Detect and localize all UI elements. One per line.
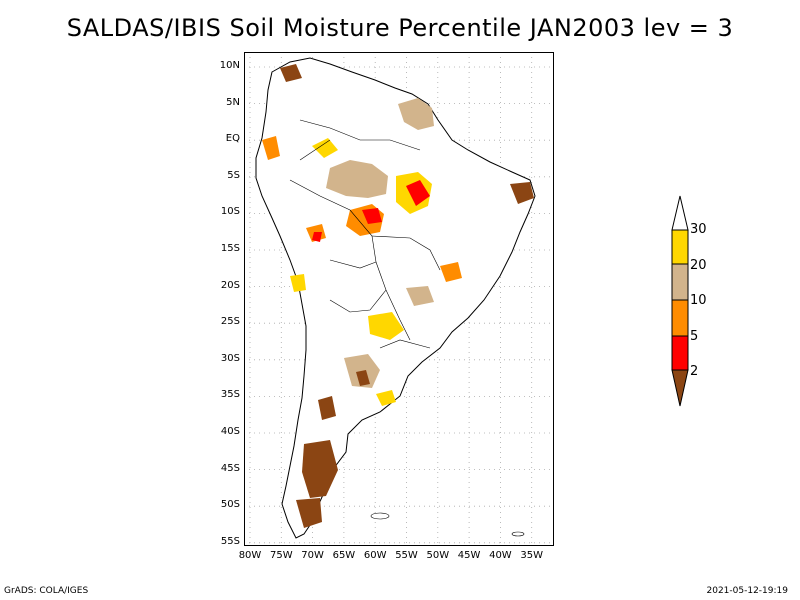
continent [255,57,536,539]
lat-tick-label: 20S [220,279,240,291]
lon-tick-label: 60W [363,550,387,561]
lat-tick-label: 10S [220,206,240,218]
colorbar-20-30 [671,229,689,265]
lat-tick-label: 10N [219,60,240,71]
patch-north-yellow [312,138,338,158]
lon-tick-label: 35W [520,550,543,561]
lon-tick-label: 50W [426,550,450,561]
patch-parana-yellow [368,312,404,340]
lat-tick-label: 45S [220,462,240,474]
patch-central-red [406,180,430,206]
patch-amazon-tan [326,160,388,198]
patch-guiana-tan [398,98,434,130]
lon-tick-label: 70W [301,550,324,561]
lat-tick-label: 25S [220,316,240,328]
patch-patagonia-brown-3 [296,498,322,528]
lat-tick-label: 30S [220,352,240,364]
patch-peru-red [312,232,322,242]
patch-uruguay-yellow [376,390,396,406]
footer-timestamp: 2021-05-12-19:19 [706,586,789,596]
patch-andes-yellow [290,274,306,292]
lon-tick-label: 80W [238,550,262,561]
footer-credit: GrADS: COLA/IGES [4,586,89,596]
lon-tick-label: 40W [489,550,512,561]
lat-tick-label: 55S [220,535,240,547]
islands [370,512,525,537]
lat-tick-label: 35S [220,389,240,401]
colorbar-2-5 [671,335,689,371]
colorbar [671,195,689,407]
lat-tick-label: 50S [220,499,240,511]
country-borders [289,119,441,349]
patch-northeast-brown [510,182,534,204]
lat-tick-label: EQ [225,133,240,145]
lat-tick-label: 5S [227,169,240,181]
colorbar-10-20 [671,263,689,301]
colorbar-label-10: 10 [690,293,707,308]
patch-ecuador-orange [262,136,280,160]
lon-tick-label: 75W [269,550,293,561]
colorbar-label-30: 30 [690,222,707,237]
chart-title: SALDAS/IBIS Soil Moisture Percentile JAN… [66,14,734,42]
colorbar-label-2: 2 [690,364,699,379]
patch-south-amazon-red [362,208,382,224]
patch-pampas-brown [356,370,370,386]
soil-moisture-patches [262,64,534,528]
colorbar-label-20: 20 [690,258,707,273]
lat-tick-label: 40S [220,426,240,437]
patch-patagonia-brown-2 [302,440,338,498]
colorbar-label-5: 5 [690,329,699,344]
patch-patagonia-brown-1 [318,396,336,420]
lat-tick-label: 15S [220,243,240,254]
lon-tick-label: 55W [395,550,418,561]
patch-caribbean-brown [280,64,302,82]
patch-minas-orange [440,262,462,282]
lon-tick-label: 45W [457,550,481,561]
patch-sao-paulo-tan [406,286,434,306]
colorbar-5-10 [671,299,689,337]
colorbar-bottom-arrow [671,369,689,407]
lat-tick-label: 5N [226,96,240,108]
lon-tick-label: 65W [332,550,356,561]
map-frame [244,52,554,546]
colorbar-top-arrow [671,195,689,231]
